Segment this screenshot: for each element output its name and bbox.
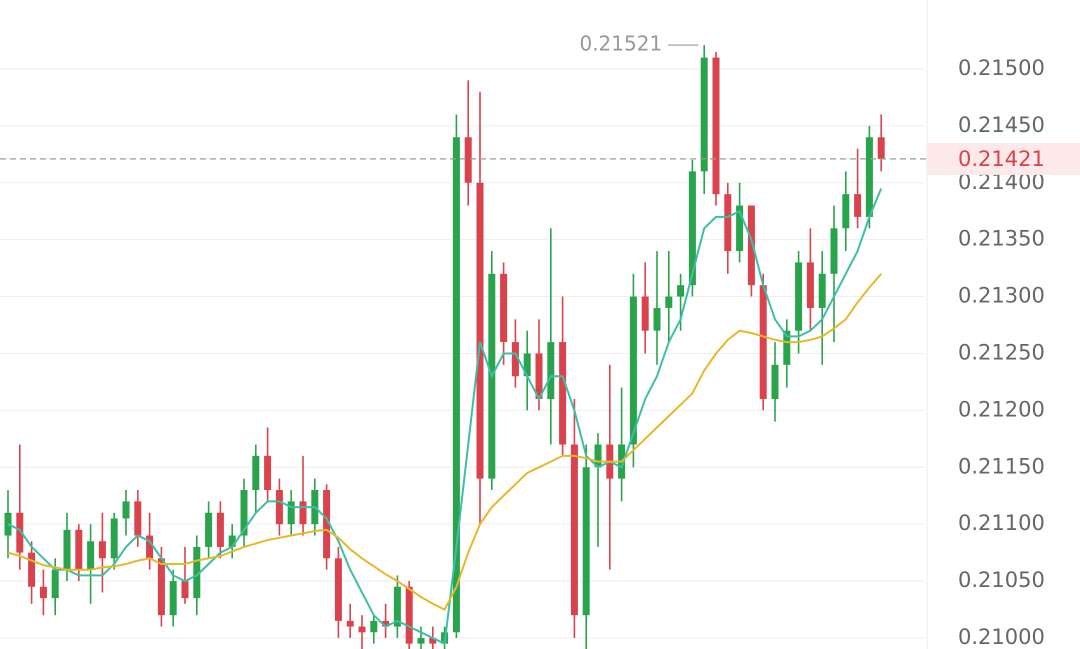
y-tick-label: 0.21000 xyxy=(958,625,1045,649)
candle-body xyxy=(582,467,590,616)
candle-body xyxy=(252,455,260,491)
candle-body xyxy=(122,501,130,519)
candle-body xyxy=(181,581,189,599)
y-tick-label: 0.21450 xyxy=(958,113,1045,137)
candle-body xyxy=(63,529,71,570)
y-tick-label: 0.21500 xyxy=(958,56,1045,80)
candle-body xyxy=(783,330,791,365)
candle-body xyxy=(334,558,342,621)
candle-body xyxy=(547,342,555,399)
candle-body xyxy=(51,569,59,599)
candle-body xyxy=(275,490,283,525)
candle-body xyxy=(854,194,862,217)
candle-body xyxy=(110,518,118,559)
y-tick-label: 0.21100 xyxy=(958,511,1045,535)
candle-body xyxy=(747,205,755,286)
candle-body xyxy=(382,620,390,627)
y-tick-label: 0.21150 xyxy=(958,454,1045,478)
candle-body xyxy=(393,586,401,627)
candle-body xyxy=(323,490,331,559)
candle-body xyxy=(205,512,213,547)
candle-body xyxy=(405,586,413,644)
candle-body xyxy=(665,296,673,308)
candle-body xyxy=(75,529,83,570)
y-tick-label: 0.21350 xyxy=(958,227,1045,251)
candle-body xyxy=(16,512,24,553)
candle-body xyxy=(464,137,472,183)
candle-body xyxy=(370,620,378,633)
candle-body xyxy=(146,535,154,559)
candle-body xyxy=(677,285,685,297)
moving-average-line xyxy=(7,273,882,611)
candle-body xyxy=(559,342,567,445)
high-annotation-label: 0.21521 xyxy=(579,32,662,56)
candle-body xyxy=(429,637,437,644)
candle-body xyxy=(87,541,95,570)
candle-body xyxy=(216,512,224,547)
candle-body xyxy=(877,137,885,159)
candle-body xyxy=(4,512,12,536)
candle-body xyxy=(629,296,637,445)
y-tick-label: 0.21300 xyxy=(958,284,1045,308)
candle-body xyxy=(865,137,873,217)
candle-body xyxy=(346,620,354,627)
last-price-label: 0.21421 xyxy=(958,147,1045,171)
candle-body xyxy=(157,558,165,616)
candle-body xyxy=(417,637,425,644)
candle-body xyxy=(641,296,649,331)
last-price-box xyxy=(927,142,1080,175)
y-tick-label: 0.21200 xyxy=(958,397,1045,421)
candle-body xyxy=(264,455,272,491)
candle-body xyxy=(712,57,720,195)
candle-body xyxy=(736,205,744,252)
candle-body xyxy=(688,171,696,286)
candle-body xyxy=(476,182,484,479)
y-tick-label: 0.21250 xyxy=(958,340,1045,364)
candle-body xyxy=(28,552,36,587)
candle-body xyxy=(653,307,661,331)
candle-body xyxy=(98,541,106,559)
candle-body xyxy=(795,262,803,331)
candle-body xyxy=(759,285,767,399)
candle-body xyxy=(842,194,850,229)
candle-body xyxy=(287,501,295,525)
candle-body xyxy=(134,501,142,536)
y-tick-label: 0.21050 xyxy=(958,568,1045,592)
candle-body xyxy=(594,444,602,468)
candle-body xyxy=(452,137,460,633)
candle-body xyxy=(700,57,708,172)
candle-body xyxy=(818,273,826,308)
candle-body xyxy=(39,586,47,599)
candle-body xyxy=(570,444,578,616)
candle-body xyxy=(724,194,732,252)
candle-body xyxy=(511,342,519,377)
moving-average-line xyxy=(7,188,883,646)
candle-body xyxy=(806,262,814,308)
candle-body xyxy=(500,273,508,343)
candle-body xyxy=(771,364,779,399)
candle-body xyxy=(830,228,838,274)
candle-body xyxy=(523,353,531,377)
candle-body xyxy=(240,490,248,536)
candle-body xyxy=(228,535,236,547)
candle-body xyxy=(169,581,177,616)
candle-body xyxy=(299,501,307,525)
candle-body xyxy=(358,626,366,633)
candle-body xyxy=(193,546,201,599)
candle-body xyxy=(535,353,543,399)
